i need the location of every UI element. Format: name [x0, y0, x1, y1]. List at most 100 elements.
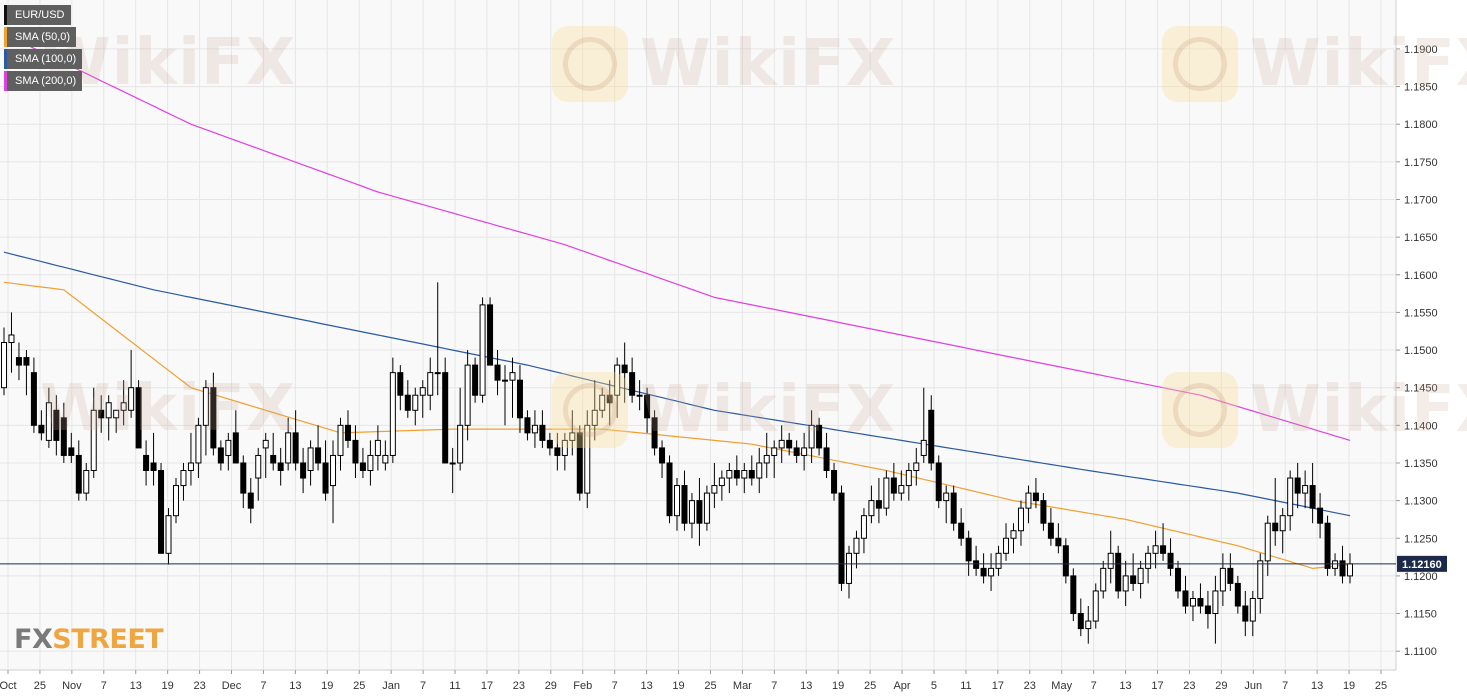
candle-body	[786, 439, 793, 449]
x-tick-label: May	[1051, 680, 1072, 692]
candle-body	[1055, 537, 1062, 547]
candle-body	[1204, 605, 1211, 615]
candle-body	[1160, 545, 1167, 554]
x-tick-label: 25	[34, 680, 46, 692]
x-tick-label: 13	[1119, 680, 1131, 692]
sma-line	[3, 281, 1351, 570]
candle-body	[1107, 552, 1114, 569]
candle-body	[1, 342, 7, 389]
y-tick-label: 1.1150	[1404, 609, 1437, 621]
candle-body	[943, 492, 950, 502]
sma-line	[3, 33, 1351, 441]
candle-body	[23, 357, 30, 366]
candle-body	[90, 409, 97, 472]
candle-body	[711, 485, 718, 494]
candle-body	[1339, 560, 1346, 577]
candle-body	[180, 470, 187, 487]
candle-body	[83, 470, 90, 494]
candle-body	[1010, 530, 1017, 539]
y-tick-label: 1.1600	[1404, 270, 1438, 282]
candle-body	[801, 447, 808, 456]
legend-item-sma-200[interactable]: SMA (200,0)	[4, 71, 83, 91]
sma-line	[3, 251, 1351, 517]
candle-body	[1227, 567, 1234, 584]
candle-body	[614, 364, 621, 396]
candle-body	[300, 462, 307, 479]
x-tick-label: 25	[704, 680, 716, 692]
candle-body	[307, 447, 314, 472]
candle-body	[674, 485, 680, 517]
candle-body	[1122, 575, 1129, 592]
brand-street: STREET	[52, 624, 164, 655]
candle-body	[905, 470, 912, 487]
candle-body	[1219, 567, 1226, 592]
candle-body	[524, 417, 531, 434]
candle-body	[38, 424, 45, 434]
candle-body	[808, 424, 815, 449]
candle-body	[1317, 507, 1324, 524]
candle-body	[75, 454, 82, 494]
candle-body	[1332, 560, 1339, 569]
candle-body	[1242, 605, 1249, 622]
candle-body	[1249, 597, 1256, 622]
candle-body	[584, 424, 591, 494]
y-tick-label: 1.1850	[1404, 82, 1438, 94]
candle-body	[651, 417, 658, 449]
candle-body	[1287, 477, 1294, 517]
y-tick-label: 1.1400	[1404, 420, 1438, 432]
x-tick-label: 25	[864, 680, 876, 692]
y-tick-label: 1.1300	[1404, 496, 1438, 508]
candle-body	[1100, 567, 1107, 592]
candle-body	[232, 432, 239, 464]
candle-body	[950, 492, 957, 524]
current-price-tag	[1397, 555, 1447, 572]
x-tick-label: Jun	[1244, 680, 1262, 692]
candle-body	[771, 447, 778, 456]
x-tick-label: Feb	[573, 680, 592, 692]
candle-body	[1324, 522, 1331, 569]
candle-body	[703, 492, 710, 524]
candle-body	[1047, 522, 1054, 539]
x-tick-label: 13	[800, 680, 812, 692]
x-tick-label: 7	[101, 680, 107, 692]
candle-body	[359, 462, 366, 472]
candle-body	[1003, 537, 1010, 554]
candle-body	[636, 394, 643, 397]
legend: EUR/USD SMA (50,0) SMA (100,0) SMA (200,…	[4, 5, 83, 93]
x-tick-label: 25	[1375, 680, 1387, 692]
y-tick-label: 1.1650	[1404, 232, 1438, 244]
candle-body	[419, 387, 426, 396]
legend-item-eurusd[interactable]: EUR/USD	[4, 5, 82, 25]
candle-body	[913, 462, 920, 472]
candle-body	[45, 402, 52, 441]
x-tick-label: 7	[771, 680, 777, 692]
y-tick-label: 1.1350	[1404, 458, 1438, 470]
y-tick-label: 1.1800	[1404, 119, 1438, 131]
candle-body	[838, 492, 845, 584]
candle-body	[344, 424, 351, 441]
candle-body	[464, 364, 471, 426]
candle-body	[143, 454, 150, 472]
candle-body	[502, 379, 509, 382]
y-tick-label: 1.1450	[1404, 383, 1438, 395]
candle-body	[1309, 485, 1316, 509]
x-tick-label: Jan	[382, 680, 400, 692]
candle-body	[823, 447, 830, 472]
legend-swatch	[4, 71, 7, 91]
x-tick-label: 23	[193, 680, 205, 692]
x-tick-label: 7	[420, 680, 426, 692]
candle-body	[217, 447, 224, 464]
x-tick-label: 19	[162, 680, 174, 692]
candle-body	[1085, 620, 1092, 630]
candle-body	[457, 424, 464, 464]
legend-item-sma-50[interactable]: SMA (50,0)	[4, 27, 82, 47]
candle-body	[561, 439, 568, 456]
candle-body	[1175, 567, 1182, 592]
candle-body	[30, 372, 37, 426]
legend-item-sma-100[interactable]: SMA (100,0)	[4, 49, 83, 69]
candle-body	[240, 462, 247, 494]
candle-body	[1182, 590, 1189, 607]
candle-body	[1025, 492, 1032, 509]
x-tick-label: 17	[992, 680, 1004, 692]
